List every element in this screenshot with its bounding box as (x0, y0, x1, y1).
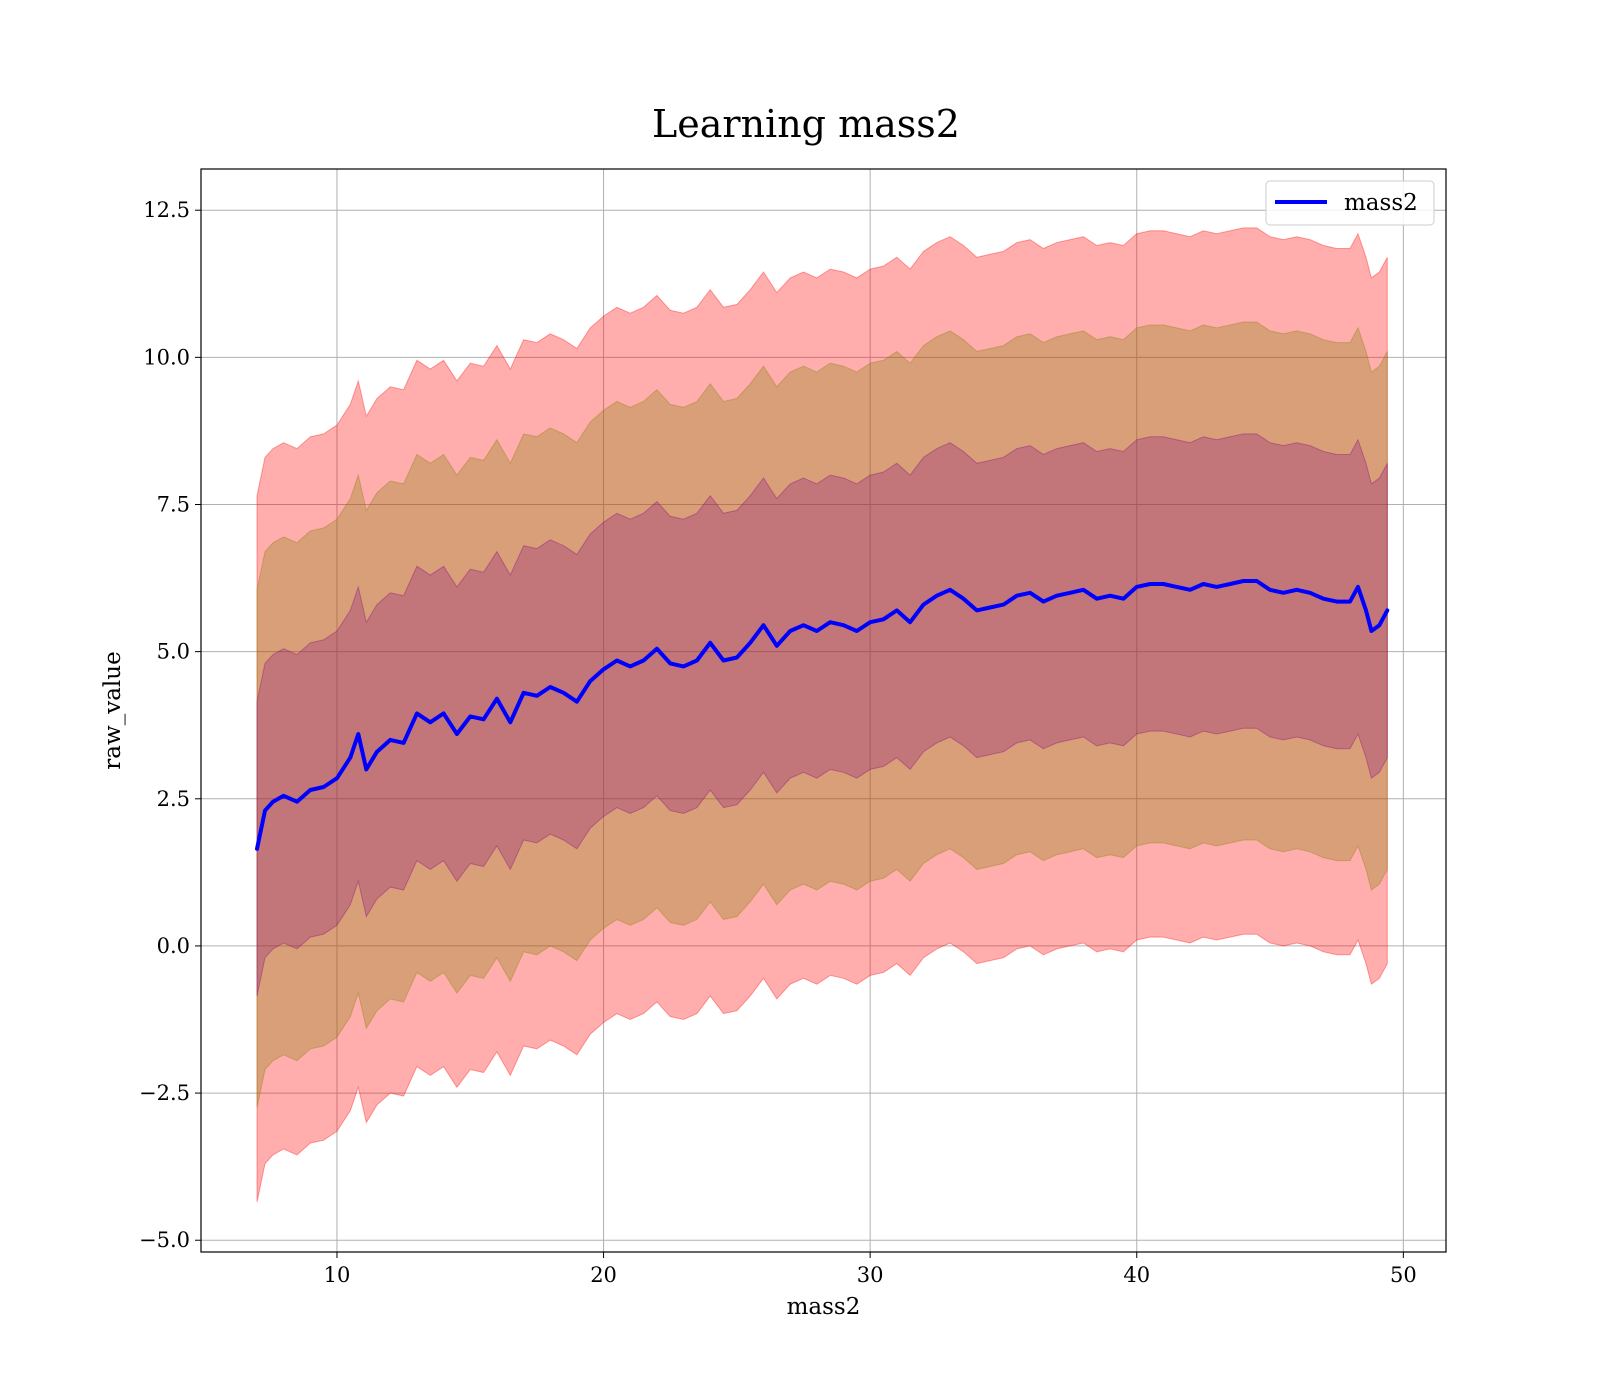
y-tick-label: −5.0 (139, 1228, 190, 1252)
x-tick-label: 20 (590, 1263, 617, 1287)
y-tick-label: 0.0 (157, 934, 190, 958)
x-tick-label: 10 (324, 1263, 351, 1287)
plot-background (201, 169, 1446, 1252)
legend: mass2 (1265, 180, 1435, 226)
plot-frame (200, 168, 1447, 1253)
confidence-band-1 (256, 227, 1388, 1203)
grid-lines (201, 169, 1446, 1252)
y-tick-label: 7.5 (157, 492, 190, 516)
confidence-band-2 (256, 321, 1388, 1108)
x-tick-label: 50 (1390, 1263, 1417, 1287)
x-tick-label: 30 (857, 1263, 884, 1287)
y-tick-label: −2.5 (139, 1081, 190, 1105)
y-tick-label: 5.0 (157, 640, 190, 664)
legend-label-mass2: mass2 (1344, 190, 1418, 216)
axis-ticks: 10 20 30 40 50 −5.0 −2.5 0.0 2.5 5.0 7.5 10.0 12.5 (139, 198, 1417, 1287)
x-axis-label: mass2 (787, 1294, 861, 1320)
legend-box (1265, 180, 1435, 226)
y-tick-label: 2.5 (157, 787, 190, 811)
x-tick-label: 40 (1123, 1263, 1150, 1287)
y-tick-label: 10.0 (143, 345, 190, 369)
y-tick-label: 12.5 (143, 198, 190, 222)
confidence-bands (256, 227, 1388, 1203)
series-lines (255, 579, 1390, 851)
series-line-mass2 (255, 579, 1390, 851)
chart-title: Learning mass2 (652, 102, 960, 146)
y-axis-label: raw_value (100, 651, 126, 769)
confidence-band-3 (256, 433, 1388, 997)
